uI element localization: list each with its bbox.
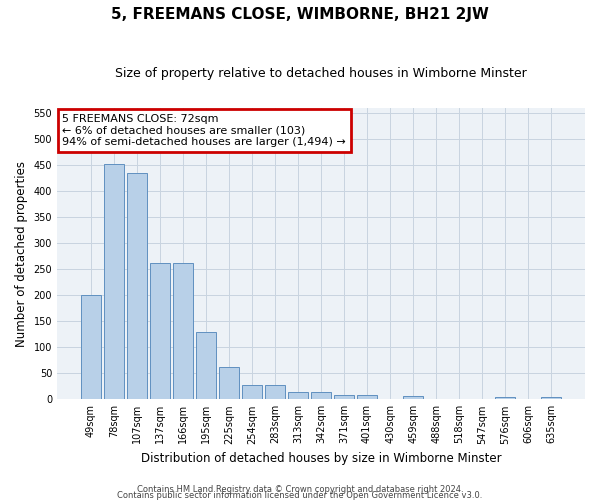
- Bar: [334, 395, 354, 400]
- Bar: [265, 384, 285, 400]
- Text: Contains HM Land Registry data © Crown copyright and database right 2024.: Contains HM Land Registry data © Crown c…: [137, 484, 463, 494]
- Bar: [288, 392, 308, 400]
- Bar: [150, 262, 170, 400]
- Bar: [403, 396, 423, 400]
- Bar: [173, 262, 193, 400]
- Bar: [496, 397, 515, 400]
- X-axis label: Distribution of detached houses by size in Wimborne Minster: Distribution of detached houses by size …: [141, 452, 502, 465]
- Bar: [311, 392, 331, 400]
- Text: Contains public sector information licensed under the Open Government Licence v3: Contains public sector information licen…: [118, 490, 482, 500]
- Text: 5 FREEMANS CLOSE: 72sqm
← 6% of detached houses are smaller (103)
94% of semi-de: 5 FREEMANS CLOSE: 72sqm ← 6% of detached…: [62, 114, 346, 147]
- Bar: [541, 397, 561, 400]
- Title: Size of property relative to detached houses in Wimborne Minster: Size of property relative to detached ho…: [115, 68, 527, 80]
- Bar: [81, 296, 101, 400]
- Bar: [357, 395, 377, 400]
- Text: 5, FREEMANS CLOSE, WIMBORNE, BH21 2JW: 5, FREEMANS CLOSE, WIMBORNE, BH21 2JW: [111, 8, 489, 22]
- Bar: [242, 384, 262, 400]
- Bar: [104, 164, 124, 400]
- Bar: [219, 367, 239, 400]
- Bar: [127, 173, 146, 400]
- Bar: [196, 332, 216, 400]
- Y-axis label: Number of detached properties: Number of detached properties: [15, 160, 28, 346]
